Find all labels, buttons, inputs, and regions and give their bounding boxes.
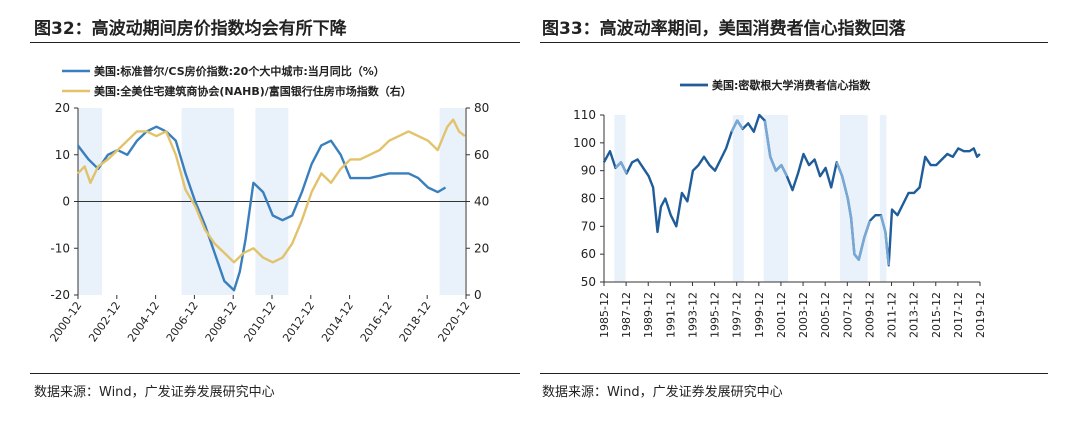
y-tick-label: 50 xyxy=(581,275,596,289)
x-tick-label: 1989-12 xyxy=(642,292,655,338)
x-tick-label: 1995-12 xyxy=(709,292,722,338)
left-y-tick-label: -10 xyxy=(50,241,70,255)
x-tick-label: 2006-12 xyxy=(164,299,201,344)
x-tick-label: 1993-12 xyxy=(686,292,699,338)
x-tick-label: 2018-12 xyxy=(397,299,434,344)
x-tick-label: 2019-12 xyxy=(974,292,987,338)
right-y-tick-label: 80 xyxy=(474,101,489,115)
x-tick-label: 2005-12 xyxy=(819,292,832,338)
shaded-period-3 xyxy=(840,115,868,282)
x-tick-label: 2012-12 xyxy=(280,299,317,344)
y-tick-label: 80 xyxy=(581,192,596,206)
series-highlight-segment-1 xyxy=(730,119,744,133)
y-tick-label: 70 xyxy=(581,219,596,233)
series-highlight-segment-2 xyxy=(763,120,788,177)
shaded-period-1 xyxy=(732,115,744,282)
right-source-rule xyxy=(540,373,1048,374)
x-tick-label: 2000-12 xyxy=(47,299,84,344)
right-y-tick-label: 0 xyxy=(474,288,482,302)
x-tick-label: 2008-12 xyxy=(203,299,240,344)
left-title-rule xyxy=(30,42,520,43)
left-y-tick-label: -20 xyxy=(50,288,70,302)
x-tick-label: 2020-12 xyxy=(435,299,472,344)
x-tick-label: 1997-12 xyxy=(731,292,744,338)
series-highlight-segment-0 xyxy=(614,161,628,174)
x-tick-label: 2003-12 xyxy=(797,292,810,338)
x-tick-label: 2015-12 xyxy=(930,292,943,338)
x-tick-label: 2009-12 xyxy=(863,292,876,338)
legend-label-1: 美国:全美住宅建筑商协会(NAHB)/富国银行住房市场指数（右） xyxy=(94,84,412,98)
legend-label: 美国:密歇根大学消费者信心指数 xyxy=(712,78,871,92)
y-tick-label: 100 xyxy=(573,136,596,150)
left-source-note: 数据来源：Wind，广发证券发展研究中心 xyxy=(34,385,275,400)
right-y-tick-label: 20 xyxy=(474,241,489,255)
left-figure-title: 图32：高波动期间房价指数均会有所下降 xyxy=(34,19,347,39)
x-tick-label: 2007-12 xyxy=(841,292,854,338)
x-tick-label: 2004-12 xyxy=(125,299,162,344)
y-tick-label: 110 xyxy=(573,108,596,122)
x-tick-label: 2014-12 xyxy=(319,299,356,344)
right-source-note: 数据来源：Wind，广发证券发展研究中心 xyxy=(542,385,783,400)
right-y-tick-label: 40 xyxy=(474,195,489,209)
series-line-cs-house-price xyxy=(76,125,447,292)
y-tick-label: 60 xyxy=(581,247,596,261)
series-highlight-segment-4 xyxy=(879,214,890,266)
x-tick-label: 2001-12 xyxy=(775,292,788,338)
right-figure-title: 图33：高波动率期间，美国消费者信心指数回落 xyxy=(542,19,906,39)
left-chart: 20 10 0 -10 -20 80 60 40 20 0 2000-12 2002-12 2004-1… xyxy=(47,64,489,344)
y-tick-label: 90 xyxy=(581,164,596,178)
x-tick-label: 1987-12 xyxy=(620,292,633,338)
x-tick-label: 1985-12 xyxy=(598,292,611,338)
series-line-consumer-sentiment xyxy=(602,113,981,267)
x-tick-label: 2011-12 xyxy=(886,292,899,338)
right-title-rule xyxy=(540,42,1048,43)
x-tick-label: 2016-12 xyxy=(358,299,395,344)
x-tick-label: 2013-12 xyxy=(908,292,921,338)
shaded-period-0 xyxy=(614,115,626,282)
left-y-tick-label: 20 xyxy=(55,101,70,115)
x-tick-label: 1999-12 xyxy=(753,292,766,338)
left-y-tick-label: 10 xyxy=(55,148,70,162)
x-tick-label: 2002-12 xyxy=(86,299,123,344)
legend-label-0: 美国:标准普尔/CS房价指数:20个大中城市:当月同比（%） xyxy=(94,64,385,78)
left-y-tick-label: 0 xyxy=(62,195,70,209)
left-source-rule xyxy=(30,373,520,374)
series-line-nahb-index xyxy=(76,118,466,264)
shaded-period-4 xyxy=(879,115,887,282)
x-tick-label: 1991-12 xyxy=(664,292,677,338)
x-tick-label: 2017-12 xyxy=(952,292,965,338)
series-highlight-segment-3 xyxy=(835,161,872,261)
right-y-tick-label: 60 xyxy=(474,148,489,162)
x-tick-label: 2010-12 xyxy=(241,299,278,344)
